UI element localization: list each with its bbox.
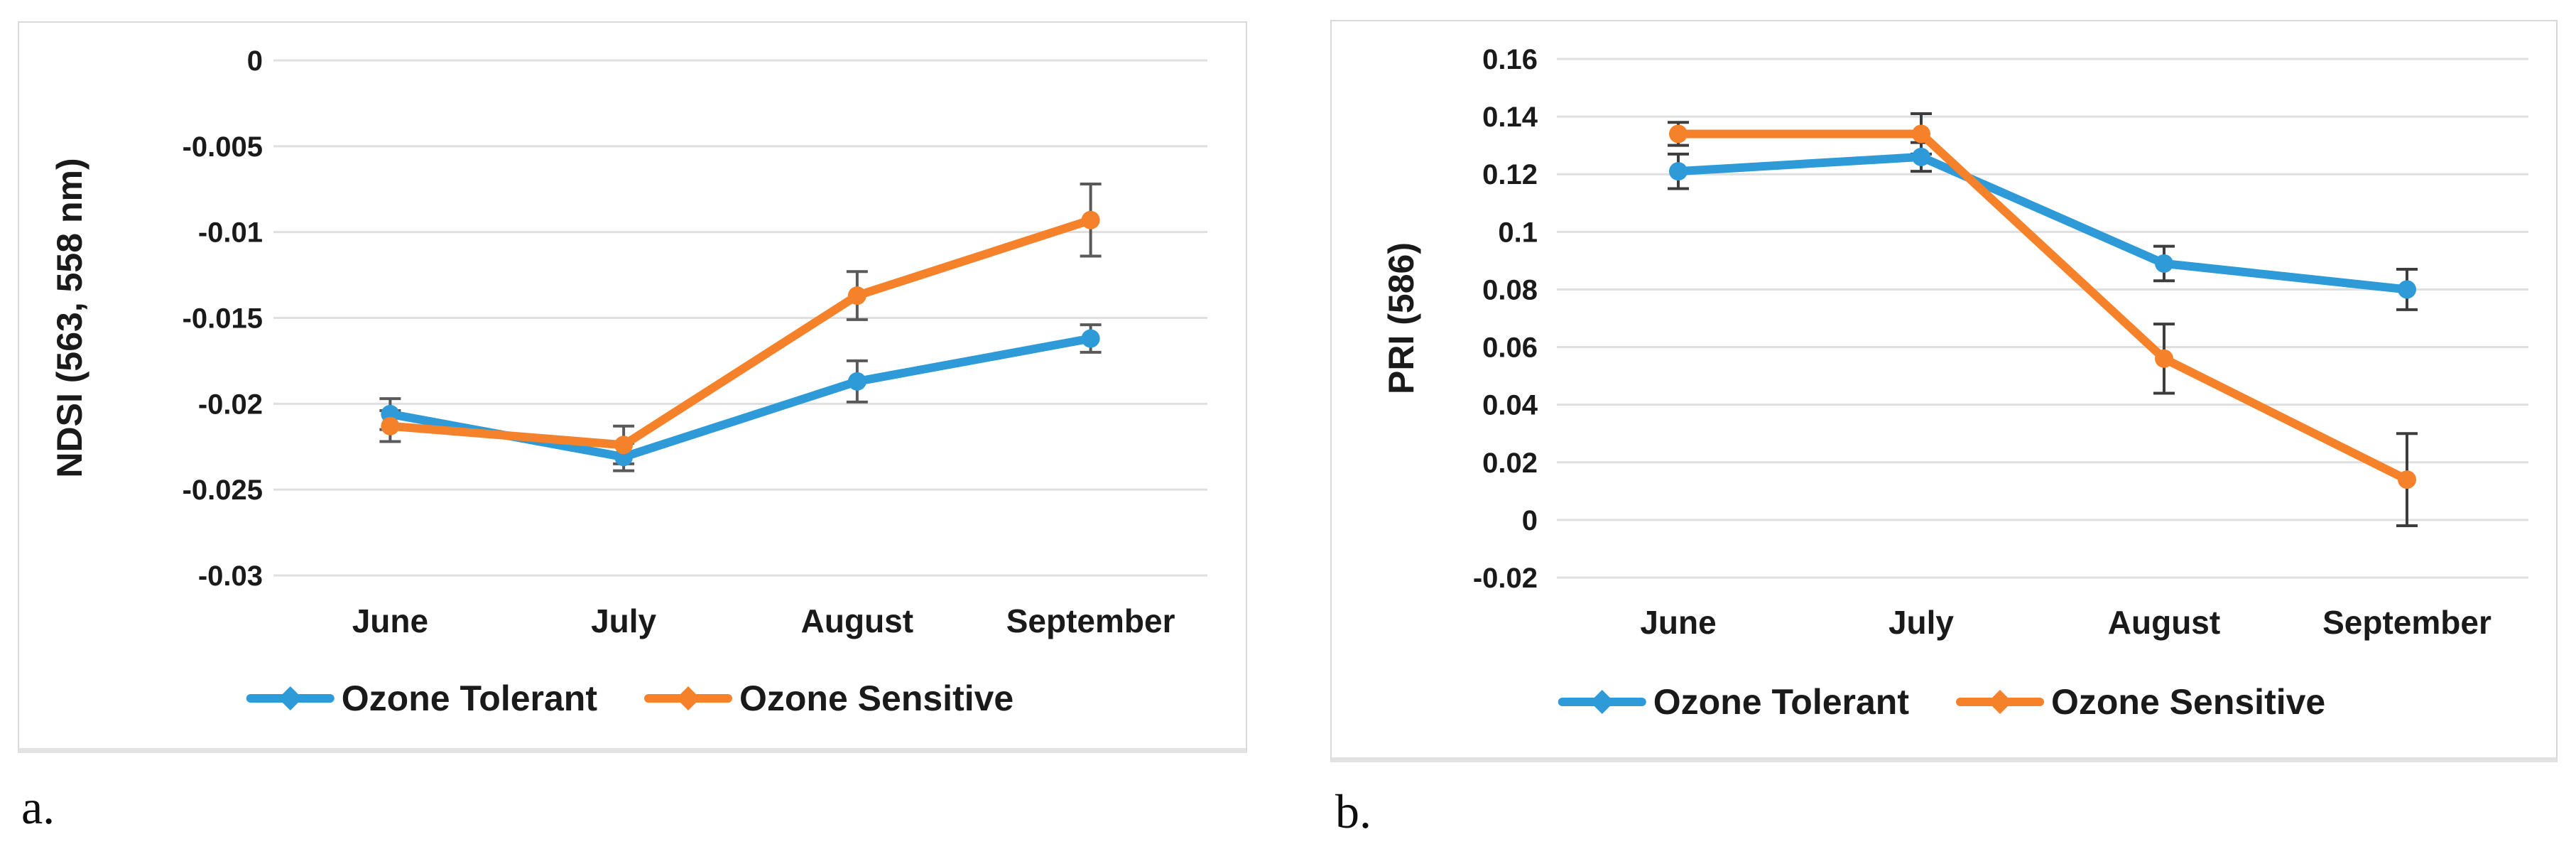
data-point-marker: [1669, 162, 1688, 181]
legend-marker-diamond: [1589, 690, 1614, 714]
error-bars: [1668, 112, 2418, 527]
data-point-marker: [1081, 210, 1100, 229]
y-tick-label: 0: [247, 45, 263, 77]
legend-label: Ozone Sensitive: [739, 678, 1013, 718]
data-point-marker: [614, 435, 634, 455]
data-point-marker: [2398, 470, 2416, 489]
gridlines: [1557, 58, 2528, 579]
y-tick-label: 0.04: [1482, 390, 1538, 421]
x-category-label: September: [2322, 604, 2491, 641]
y-axis-title: NDSI (563, 558 nm): [50, 158, 89, 477]
x-category-label: June: [1640, 604, 1716, 641]
legend-marker-diamond: [278, 686, 303, 710]
x-category-label: September: [1006, 602, 1175, 639]
y-tick-label: -0.005: [183, 131, 263, 163]
x-category-label: July: [1888, 604, 1954, 641]
data-point-marker: [2398, 280, 2416, 299]
data-point-marker: [1912, 147, 1930, 166]
x-axis-category-labels: June July August September: [352, 602, 1175, 639]
data-point-marker: [847, 286, 866, 305]
series-markers-ozone-tolerant: [381, 329, 1100, 467]
legend-item: Ozone Sensitive: [643, 678, 1013, 718]
series-markers-ozone-tolerant: [1669, 147, 2416, 299]
legend-item: Ozone Sensitive: [1955, 682, 2325, 722]
y-tick-label: -0.015: [183, 303, 263, 335]
legend-item: Ozone Tolerant: [246, 678, 598, 718]
x-category-label: July: [591, 602, 656, 639]
series-line-ozone-tolerant: [1674, 152, 2411, 294]
legend-label: Ozone Tolerant: [342, 678, 598, 718]
y-tick-label: 0.16: [1482, 44, 1538, 75]
y-tick-label: 0: [1522, 505, 1538, 536]
data-point-marker: [1912, 124, 1930, 144]
x-category-label: August: [801, 602, 913, 639]
y-tick-label: -0.02: [1473, 563, 1538, 594]
legend-label: Ozone Sensitive: [2051, 682, 2325, 722]
legend: Ozone Tolerant Ozone Sensitive: [1558, 682, 2325, 722]
y-axis-tick-labels: 0.16 0.14 0.12 0.1 0.08 0.06 0.04 0.02 0 -0.02: [1473, 44, 1538, 594]
y-tick-label: 0.08: [1482, 274, 1538, 305]
panel-label-a: a.: [21, 780, 55, 834]
x-category-label: June: [352, 602, 428, 639]
panel-b: 0.16 0.14 0.12 0.1 0.08 0.06 0.04 0.02 0 -0.02 PRI…: [1330, 20, 2558, 762]
y-axis-tick-labels: 0 -0.005 -0.01 -0.015 -0.02 -0.025 -0.03: [183, 45, 263, 592]
y-tick-label: 0.12: [1482, 159, 1538, 190]
panel-a: 0 -0.005 -0.01 -0.015 -0.02 -0.025 -0.03 NDSI (…: [18, 21, 1247, 753]
data-point-marker: [381, 416, 400, 435]
legend-marker-diamond: [675, 686, 700, 710]
x-category-label: August: [2108, 604, 2220, 641]
data-point-marker: [2155, 349, 2173, 368]
legend-label: Ozone Tolerant: [1653, 682, 1910, 722]
gridlines: [273, 59, 1207, 577]
series-line-ozone-sensitive: [1674, 129, 2411, 485]
series-line-ozone-tolerant: [386, 334, 1095, 462]
data-point-marker: [1669, 124, 1688, 144]
series-markers-ozone-sensitive: [1669, 124, 2416, 489]
y-tick-label: -0.03: [198, 561, 263, 592]
y-tick-label: 0.02: [1482, 448, 1538, 479]
legend: Ozone Tolerant Ozone Sensitive: [246, 678, 1013, 718]
panel-label-b: b.: [1335, 784, 1371, 838]
y-tick-label: -0.01: [198, 217, 263, 249]
x-axis-category-labels: June July August September: [1640, 604, 2491, 641]
legend-item: Ozone Tolerant: [1558, 682, 1910, 722]
y-tick-label: -0.025: [183, 475, 263, 506]
data-point-marker: [1081, 329, 1100, 348]
y-tick-label: 0.06: [1482, 332, 1538, 364]
series-markers-ozone-sensitive: [381, 210, 1100, 455]
series-line-ozone-sensitive: [386, 215, 1095, 450]
y-tick-label: 0.1: [1498, 217, 1538, 248]
chart-a-svg: 0 -0.005 -0.01 -0.015 -0.02 -0.025 -0.03 NDSI (…: [50, 45, 1207, 718]
y-tick-label: 0.14: [1482, 102, 1538, 133]
y-tick-label: -0.02: [198, 389, 263, 420]
data-point-marker: [847, 372, 866, 391]
chart-b-svg: 0.16 0.14 0.12 0.1 0.08 0.06 0.04 0.02 0 -0.02 PRI…: [1381, 44, 2528, 722]
y-axis-title: PRI (586): [1381, 242, 1421, 394]
legend-marker-diamond: [1987, 690, 2012, 714]
data-point-marker: [2155, 254, 2173, 273]
